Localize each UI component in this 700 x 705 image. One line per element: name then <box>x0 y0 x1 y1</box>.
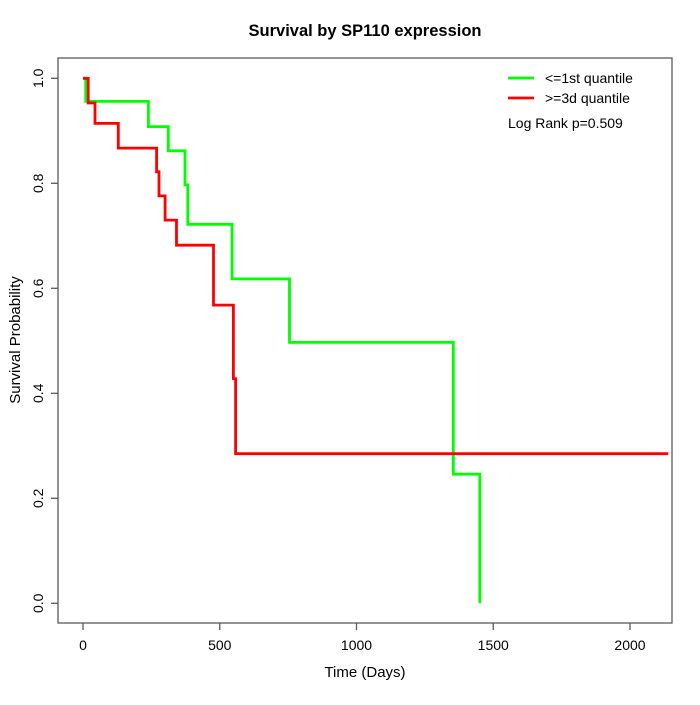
y-tick-label: 0.0 <box>30 593 46 613</box>
x-tick-label: 1500 <box>478 637 509 653</box>
survival-curve-green <box>83 76 482 604</box>
survival-curves <box>83 76 669 604</box>
y-tick-label: 1.0 <box>30 68 46 88</box>
x-axis-title: Time (Days) <box>324 664 405 681</box>
plot-frame <box>57 57 673 624</box>
x-axis-ticks: 0 500 1000 1500 2000 <box>79 623 646 653</box>
legend: <=1st quantile >=3d quantile Log Rank p=… <box>508 70 633 131</box>
y-axis-title: Survival Probability <box>7 276 24 404</box>
x-tick-label: 2000 <box>614 637 645 653</box>
legend-label-first-quantile: <=1st quantile <box>545 70 633 86</box>
x-tick-label: 0 <box>79 637 87 653</box>
legend-label-third-quantile: >=3d quantile <box>545 90 630 106</box>
chart-title: Survival by SP110 expression <box>249 22 482 40</box>
y-tick-label: 0.4 <box>30 383 46 403</box>
x-tick-label: 1000 <box>341 637 372 653</box>
y-tick-label: 0.6 <box>30 278 46 298</box>
survival-curve-red <box>83 76 669 456</box>
y-tick-label: 0.2 <box>30 488 46 508</box>
y-tick-label: 0.8 <box>30 173 46 193</box>
x-tick-label: 500 <box>208 637 232 653</box>
log-rank-annotation: Log Rank p=0.509 <box>508 115 623 131</box>
y-axis-ticks: 0.0 0.2 0.4 0.6 0.8 1.0 <box>30 68 58 613</box>
